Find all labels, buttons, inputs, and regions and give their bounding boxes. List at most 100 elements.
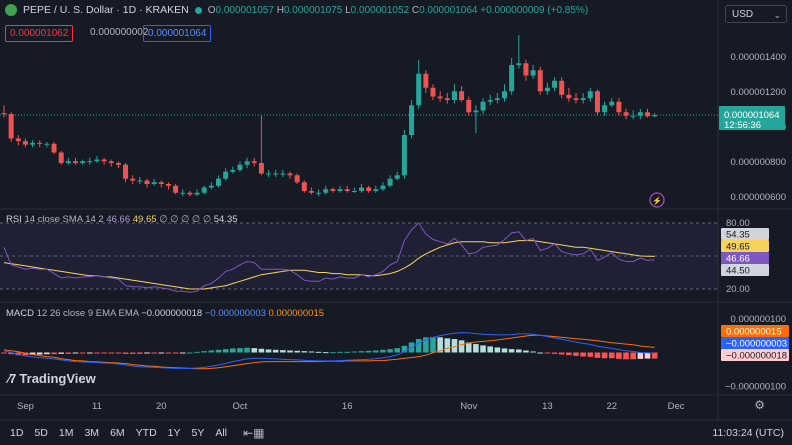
candle-body	[266, 173, 272, 175]
candle-body	[494, 98, 500, 100]
macd-legend[interactable]: MACD 12 26 close 9 EMA EMA −0.000000018 …	[6, 308, 324, 319]
high-value: 0.000001075	[283, 4, 343, 16]
candle-body	[623, 112, 629, 116]
macd-histogram-bar	[344, 351, 350, 353]
rsi-value-tag	[721, 252, 769, 264]
range-ytd[interactable]: YTD	[135, 427, 157, 439]
candle-body	[373, 189, 379, 191]
rsi-line	[3, 222, 655, 293]
candle-body	[480, 101, 486, 111]
range-6m[interactable]: 6M	[110, 427, 125, 439]
ohlc-readout: O0.000001057 H0.000001075 L0.000001052 C…	[208, 5, 588, 16]
candle-body	[187, 192, 193, 195]
macd-histogram-bar	[230, 348, 236, 353]
currency-value: USD	[732, 9, 754, 20]
close-label: C	[411, 4, 420, 16]
market-open-icon	[194, 6, 202, 14]
candle-body	[230, 170, 236, 172]
time-axis-label: Dec	[668, 401, 685, 412]
sell-price-button[interactable]: 0.000001062	[5, 25, 74, 42]
macd-histogram-bar	[272, 349, 279, 353]
candle-body	[337, 189, 343, 191]
macd-histogram-bar	[351, 351, 358, 353]
tradingview-logo[interactable]: ⁄7 TradingView	[8, 371, 96, 386]
utc-clock[interactable]: 11:03:24 (UTC)	[712, 427, 784, 439]
candle-body	[22, 141, 28, 145]
candle-body	[173, 185, 179, 193]
candle-body	[316, 192, 322, 194]
candle-body	[530, 70, 536, 76]
rsi-legend[interactable]: RSI 14 close SMA 14 2 46.66 49.65 ∅ ∅ ∅ …	[6, 214, 238, 225]
symbol-title[interactable]: PEPE / U. S. Dollar · 1D · KRAKEN	[23, 4, 189, 16]
macd-signal-tag-label: 0.000000015	[726, 327, 781, 338]
range-1m[interactable]: 1M	[58, 427, 74, 439]
range-all[interactable]: All	[215, 427, 228, 439]
macd-histogram-bar	[394, 348, 401, 353]
macd-histogram-bar	[237, 348, 243, 353]
macd-histogram-bar	[15, 352, 22, 356]
macd-histogram-value: −0.000000018	[141, 308, 203, 319]
macd-legend-params: 12 26 close 9 EMA EMA	[36, 308, 139, 319]
candle-body	[652, 115, 658, 117]
currency-select[interactable]: USD ⌄	[725, 5, 787, 23]
macd-histogram-bar	[8, 352, 14, 355]
candle-body	[523, 63, 529, 76]
macd-signal-tag	[721, 325, 789, 337]
macd-histogram-bar	[337, 351, 343, 353]
macd-histogram-bar	[566, 352, 572, 356]
price-tick-label: 0.000000800	[731, 157, 786, 168]
rsi-lower-tag-label: 44.50	[726, 266, 750, 277]
candle-body	[144, 180, 150, 184]
candle-body	[359, 187, 364, 191]
macd-histogram-bar	[587, 352, 594, 357]
chevron-down-icon: ⌄	[773, 10, 781, 20]
macd-histogram-bar	[315, 351, 322, 353]
calendar-goto-icon[interactable]: ⇤▦	[243, 426, 265, 440]
settings-gear-icon[interactable]: ⚙	[754, 398, 765, 412]
candle-body	[637, 112, 643, 116]
open-label: O	[207, 4, 216, 16]
macd-histogram-bar	[36, 352, 43, 355]
rsi-sma-value: 49.65	[132, 214, 157, 225]
candle-body	[466, 100, 472, 113]
last-price-label: 0.000001064	[724, 110, 779, 121]
time-axis-label: 11	[92, 401, 102, 412]
rsi-tick-label: 20.00	[726, 284, 750, 295]
macd-histogram-bar	[1, 352, 7, 354]
time-axis-label: Oct	[233, 401, 248, 412]
candle-body	[223, 171, 229, 179]
candle-body	[537, 70, 543, 92]
rsi-lower-tag	[721, 264, 769, 276]
macd-histogram-bar	[208, 350, 215, 353]
time-axis-label: 20	[156, 401, 167, 412]
macd-histogram-bar	[222, 349, 229, 353]
macd-histogram-bar	[101, 352, 107, 354]
macd-histogram-tag	[721, 349, 789, 361]
candle-body	[459, 91, 465, 100]
candle-body	[437, 96, 443, 99]
lightning-icon-glyph: ⚡	[652, 196, 662, 206]
macd-histogram-bar	[501, 348, 508, 353]
macd-histogram-bar	[108, 352, 115, 354]
rsi-upper-tag	[721, 228, 769, 240]
rsi-null-values: ∅ ∅ ∅ ∅ ∅	[159, 214, 212, 225]
macd-histogram-bar	[294, 350, 300, 353]
candle-body	[602, 105, 608, 113]
range-5y[interactable]: 5Y	[191, 427, 205, 439]
range-5d[interactable]: 5D	[34, 427, 48, 439]
buy-price-button[interactable]: 0.000001064	[143, 25, 212, 42]
range-3m[interactable]: 3M	[84, 427, 100, 439]
range-1d[interactable]: 1D	[10, 427, 24, 439]
candle-body	[451, 91, 457, 100]
candle-body	[115, 163, 121, 165]
macd-histogram-bar	[401, 345, 408, 353]
candle-body	[444, 98, 450, 100]
macd-histogram-bar	[458, 340, 465, 353]
candle-body	[566, 94, 572, 99]
macd-histogram-bar	[637, 352, 644, 359]
macd-histogram-bar	[387, 349, 393, 353]
macd-histogram-bar	[437, 337, 443, 353]
range-1y[interactable]: 1Y	[167, 427, 181, 439]
low-label: L	[345, 4, 351, 16]
